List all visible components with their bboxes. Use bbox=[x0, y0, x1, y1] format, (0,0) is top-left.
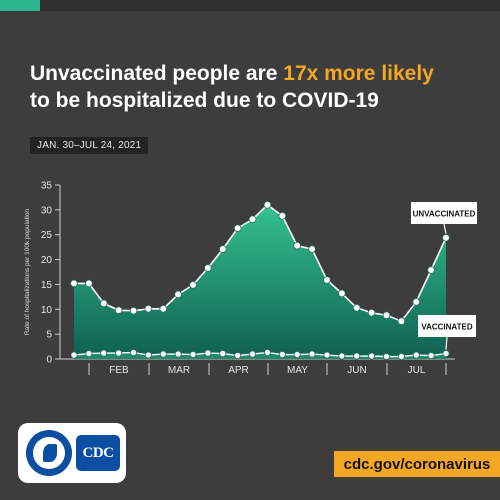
unvaccinated-point bbox=[233, 224, 242, 233]
x-month-label: JUL bbox=[408, 365, 426, 376]
x-month-label: APR bbox=[228, 365, 249, 376]
vaccinated-callout-box bbox=[418, 315, 476, 337]
unvaccinated-point bbox=[219, 245, 227, 253]
unvaccinated-point bbox=[442, 233, 450, 242]
vaccinated-point bbox=[204, 349, 212, 357]
headline-part1: Unvaccinated people are bbox=[30, 62, 284, 85]
vaccinated-point bbox=[85, 350, 93, 358]
headline-highlight: 17x more likely bbox=[283, 62, 434, 85]
y-tick-label: 20 bbox=[41, 255, 53, 266]
vaccinated-point bbox=[442, 350, 450, 358]
unvaccinated-point bbox=[99, 299, 108, 308]
y-tick-label: 35 bbox=[41, 181, 53, 192]
x-month-label: MAY bbox=[287, 365, 308, 376]
y-axis-label: Rate of hospitalizations per 100k popula… bbox=[24, 209, 31, 335]
vaccinated-point bbox=[353, 352, 361, 360]
top-bar bbox=[0, 0, 500, 11]
vaccinated-point bbox=[382, 353, 390, 361]
unvaccinated-point bbox=[189, 281, 197, 289]
unvaccinated-area bbox=[74, 204, 446, 359]
vaccinated-point bbox=[427, 352, 435, 360]
headline-part2: to be hospitalized due to COVID-19 bbox=[30, 89, 379, 112]
x-month-label: MAR bbox=[168, 365, 190, 376]
top-accent-bar bbox=[0, 0, 40, 11]
unvaccinated-point bbox=[382, 311, 391, 320]
unvaccinated-callout-box bbox=[411, 202, 477, 224]
vaccinated-point bbox=[263, 349, 271, 357]
y-tick-label: 30 bbox=[41, 205, 53, 216]
vaccinated-callout-text: VACCINATED bbox=[421, 323, 472, 332]
vaccinated-point bbox=[308, 350, 316, 358]
unvaccinated-callout-leader bbox=[443, 223, 447, 234]
unvaccinated-point bbox=[85, 279, 93, 288]
unvaccinated-point bbox=[427, 266, 435, 274]
y-tick-label: 5 bbox=[46, 330, 52, 341]
vaccinated-point bbox=[189, 351, 197, 359]
unvaccinated-point bbox=[323, 276, 331, 284]
x-month-label: JUN bbox=[347, 365, 366, 376]
vaccinated-point bbox=[323, 351, 331, 359]
y-tick-label: 10 bbox=[41, 305, 53, 316]
unvaccinated-point bbox=[248, 215, 257, 224]
vaccinated-point bbox=[100, 349, 108, 357]
unvaccinated-point bbox=[397, 317, 406, 326]
unvaccinated-point bbox=[70, 279, 78, 288]
vaccinated-point bbox=[397, 353, 405, 361]
unvaccinated-point bbox=[338, 289, 346, 298]
hhs-seal-icon bbox=[26, 430, 72, 476]
y-tick-label: 25 bbox=[41, 230, 53, 241]
vaccinated-point bbox=[368, 352, 376, 360]
unvaccinated-point bbox=[278, 212, 287, 220]
unvaccinated-point bbox=[204, 264, 212, 272]
headline: Unvaccinated people are 17x more likely … bbox=[30, 60, 490, 114]
unvaccinated-point bbox=[412, 298, 421, 306]
unvaccinated-callout-text: UNVACCINATED bbox=[413, 210, 476, 219]
unvaccinated-point bbox=[293, 241, 302, 250]
vaccinated-point bbox=[234, 352, 242, 360]
x-month-label: FEB bbox=[109, 365, 129, 376]
y-tick-label: 15 bbox=[41, 280, 53, 291]
unvaccinated-point bbox=[129, 306, 138, 315]
vaccinated-callout-leader bbox=[445, 336, 448, 350]
vaccinated-point bbox=[338, 352, 346, 360]
hospitalization-chart: Rate of hospitalizations per 100k popula… bbox=[24, 181, 477, 376]
unvaccinated-point bbox=[159, 304, 168, 313]
website-url[interactable]: cdc.gov/coronavirus bbox=[334, 451, 500, 477]
cdc-logo: CDC bbox=[76, 435, 120, 471]
unvaccinated-point bbox=[144, 304, 153, 313]
vaccinated-point bbox=[249, 350, 257, 358]
date-range-badge: JAN. 30–JUL 24, 2021 bbox=[30, 137, 149, 154]
vaccinated-point bbox=[159, 350, 167, 358]
unvaccinated-point bbox=[352, 303, 361, 312]
vaccinated-point bbox=[412, 351, 420, 359]
unvaccinated-point bbox=[367, 308, 376, 317]
vaccinated-point bbox=[115, 349, 123, 357]
vaccinated-point bbox=[70, 351, 78, 359]
unvaccinated-point bbox=[308, 245, 316, 253]
vaccinated-point bbox=[219, 350, 227, 358]
vaccinated-point bbox=[293, 351, 301, 359]
vaccinated-point bbox=[278, 351, 286, 359]
vaccinated-point bbox=[130, 349, 138, 357]
vaccinated-point bbox=[174, 350, 182, 358]
unvaccinated-point bbox=[114, 306, 123, 315]
unvaccinated-point bbox=[174, 290, 182, 299]
cdc-logo-badge: CDC bbox=[18, 423, 126, 483]
vaccinated-point bbox=[144, 351, 152, 359]
unvaccinated-point bbox=[263, 201, 272, 209]
y-tick-label: 0 bbox=[46, 355, 52, 366]
